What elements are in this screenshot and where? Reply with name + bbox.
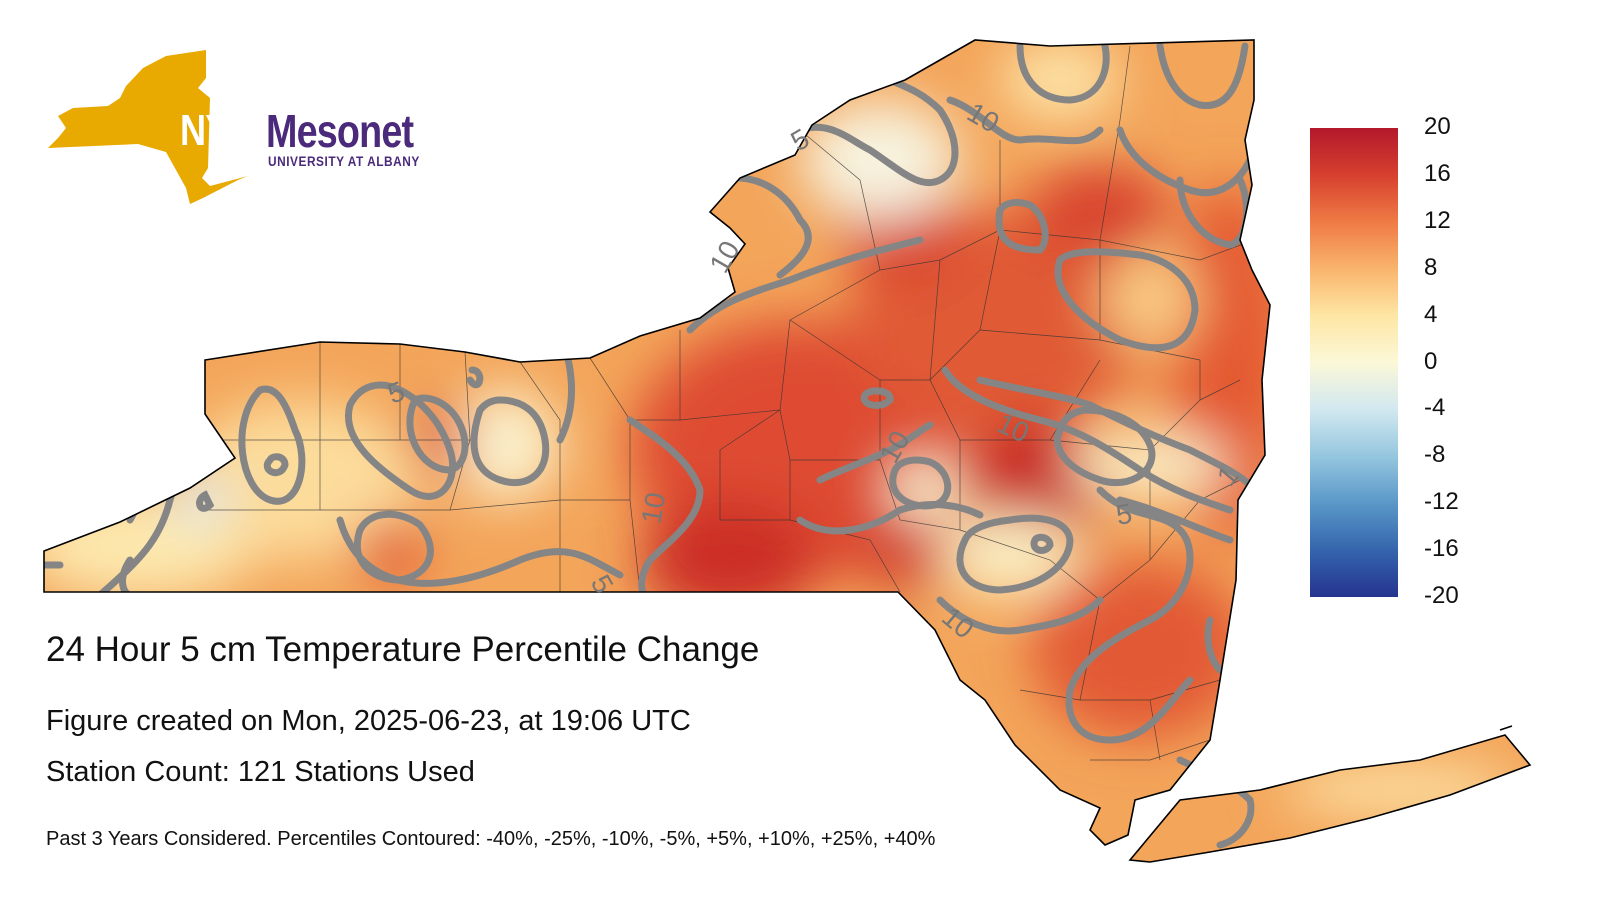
logo-nys-text: NYS bbox=[180, 106, 253, 155]
color-legend-bar bbox=[1310, 128, 1398, 597]
logo-mesonet-text: Mesonet bbox=[266, 105, 414, 157]
contour-label: 5 bbox=[1114, 498, 1135, 531]
legend-tick-label: 20 bbox=[1424, 113, 1451, 140]
legend-tick-label: 16 bbox=[1424, 159, 1451, 187]
legend-tick-label: 8 bbox=[1424, 253, 1438, 281]
footnote: Past 3 Years Considered. Percentiles Con… bbox=[46, 828, 936, 850]
map-title: 24 Hour 5 cm Temperature Percentile Chan… bbox=[46, 630, 760, 669]
contour-label: 10 bbox=[635, 490, 671, 526]
created-timestamp: Figure created on Mon, 2025-06-23, at 19… bbox=[46, 705, 691, 737]
logo-subtitle: UNIVERSITY AT ALBANY bbox=[268, 154, 420, 169]
nys-mesonet-logo: NYS Mesonet UNIVERSITY AT ALBANY bbox=[48, 48, 419, 208]
legend-tick-label: 12 bbox=[1424, 206, 1451, 234]
nys-state-silhouette-icon bbox=[48, 50, 248, 204]
legend-tick-label: -4 bbox=[1424, 394, 1446, 422]
legend-tick-label: -16 bbox=[1424, 535, 1459, 563]
station-count: Station Count: 121 Stations Used bbox=[46, 756, 475, 788]
legend-tick-label: -8 bbox=[1424, 441, 1446, 469]
legend-tick-label: 4 bbox=[1424, 300, 1438, 328]
state-outline bbox=[43, 39, 1532, 863]
legend-tick-label: 0 bbox=[1424, 347, 1438, 375]
legend-tick-label: -12 bbox=[1424, 488, 1459, 516]
legend-tick-label: -20 bbox=[1424, 582, 1459, 609]
